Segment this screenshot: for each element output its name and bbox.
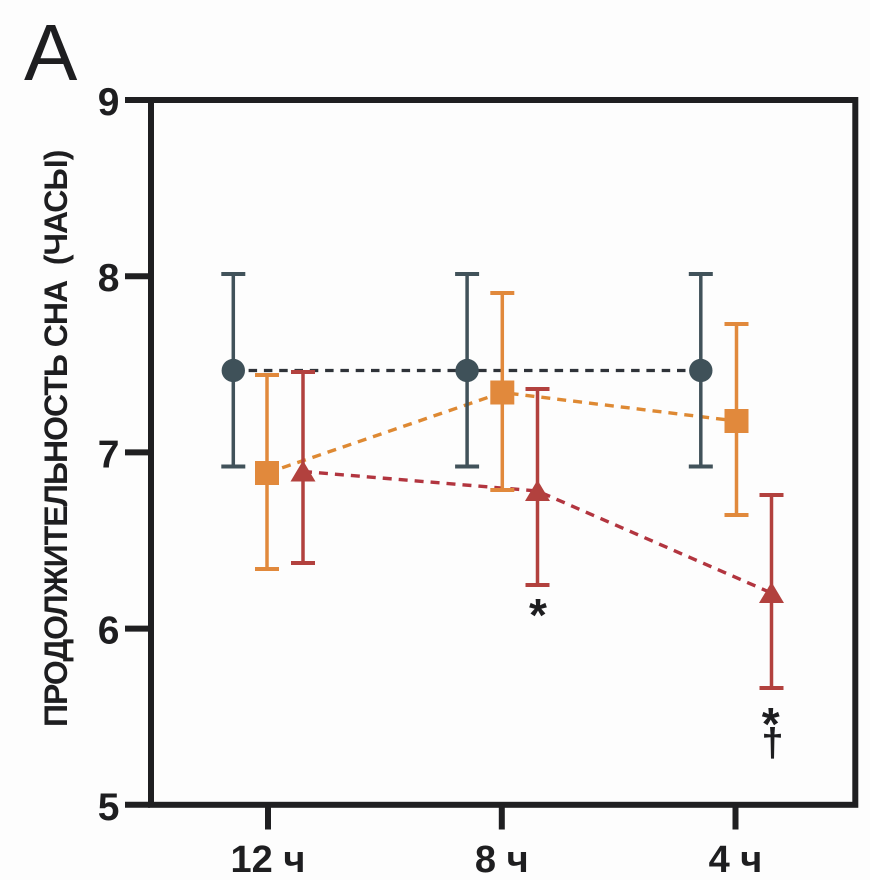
svg-text:ПРОДОЛЖИТЕЛЬНОСТЬ СНА (ЧАСЫ): ПРОДОЛЖИТЕЛЬНОСТЬ СНА (ЧАСЫ): [38, 150, 74, 727]
svg-text:8: 8: [98, 257, 120, 300]
svg-text:9: 9: [98, 81, 120, 124]
svg-text:8 ч: 8 ч: [475, 839, 529, 880]
svg-text:†: †: [761, 721, 783, 765]
svg-text:*: *: [762, 698, 780, 750]
svg-text:A: A: [24, 8, 78, 97]
svg-text:7: 7: [98, 433, 120, 476]
svg-text:*: *: [529, 589, 547, 641]
svg-text:12 ч: 12 ч: [231, 839, 306, 880]
svg-text:4 ч: 4 ч: [709, 839, 763, 880]
svg-text:6: 6: [98, 610, 120, 653]
svg-text:5: 5: [98, 786, 120, 829]
